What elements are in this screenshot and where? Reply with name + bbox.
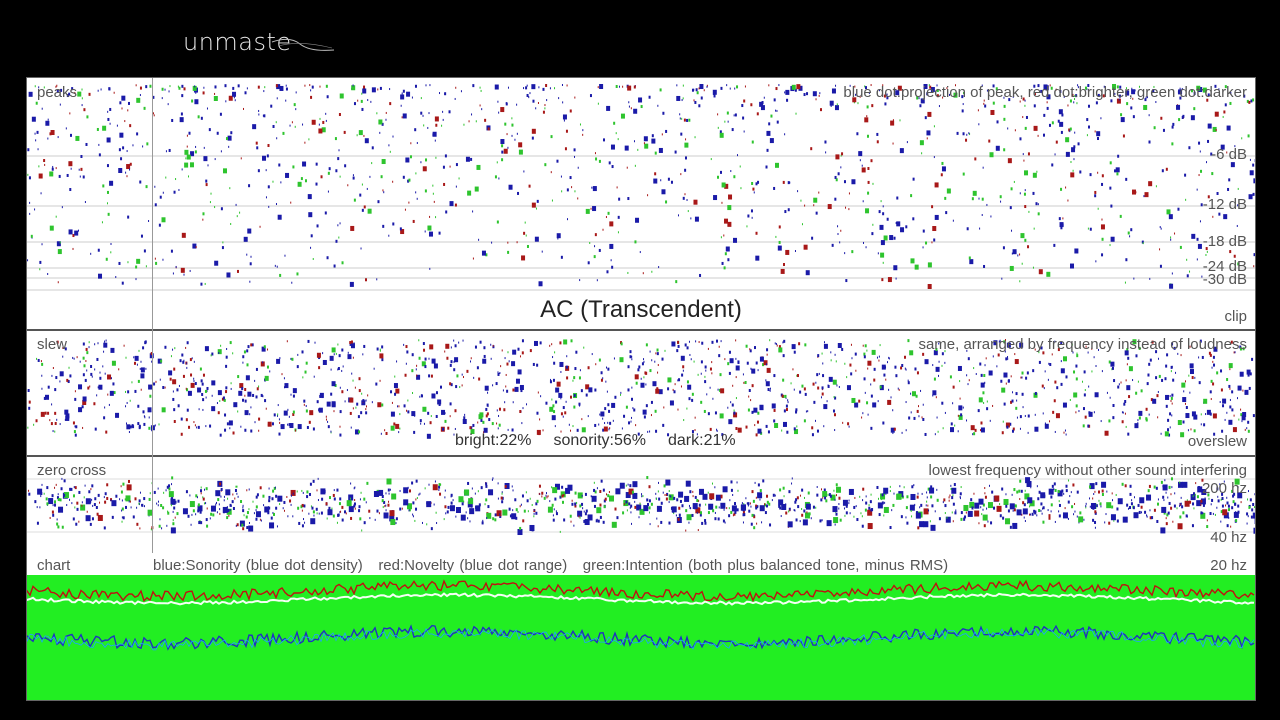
stats-readout: bright:22% sonority:56% dark:21% — [455, 432, 758, 450]
clip-label: clip — [1224, 308, 1247, 325]
zero-cross-legend: lowest frequency without other sound int… — [928, 462, 1247, 479]
slew-plot — [27, 339, 1255, 439]
chart-plot — [27, 579, 1255, 651]
peaks-label: peaks — [37, 84, 78, 101]
hz-tick-20: 20 hz — [1210, 557, 1247, 574]
db-tick-18: -18 dB — [1202, 233, 1247, 250]
chart-legend-red: red:Novelty (blue dot range) — [378, 557, 568, 574]
peaks-plot — [27, 84, 1255, 291]
playhead-line — [152, 457, 153, 553]
zero-cross-label: zero cross — [37, 462, 107, 479]
db-tick-12: -12 dB — [1202, 196, 1247, 213]
db-tick-30: -30 dB — [1202, 271, 1247, 288]
chart-legend: blue:Sonority (blue dot density) red:Nov… — [153, 557, 948, 574]
stat-dark: dark:21% — [668, 432, 736, 449]
zero-cross-plot — [27, 476, 1255, 536]
stat-sonority: sonority:56% — [553, 432, 647, 449]
chart-legend-green: green:Intention (both plus balanced tone… — [582, 557, 949, 574]
chart-legend-blue: blue:Sonority (blue dot density) — [153, 557, 363, 574]
db-tick-24: -24 dB — [1202, 258, 1247, 275]
logo-swoosh-icon — [271, 38, 335, 51]
slew-legend: same, arranged by frequency instead of l… — [918, 336, 1247, 353]
db-tick-6: -6 dB — [1211, 146, 1247, 163]
overslew-label: overslew — [1187, 433, 1247, 450]
playhead-line — [152, 78, 153, 331]
analyzer-panel: peaks blue dot:projection of peak, red d… — [26, 77, 1256, 701]
hz-tick-200: 200 hz — [1201, 480, 1247, 497]
hz-tick-40: 40 hz — [1210, 529, 1247, 546]
playhead-line — [152, 331, 153, 457]
chart-label: chart — [37, 557, 71, 574]
stat-bright: bright:22% — [455, 432, 532, 449]
band-separator — [27, 455, 1255, 457]
slew-label: slew — [37, 336, 68, 353]
band-separator — [27, 329, 1255, 331]
track-title: AC (Transcendent) — [540, 296, 742, 323]
peaks-legend: blue dot:projection of peak, red dot:bri… — [843, 84, 1247, 101]
